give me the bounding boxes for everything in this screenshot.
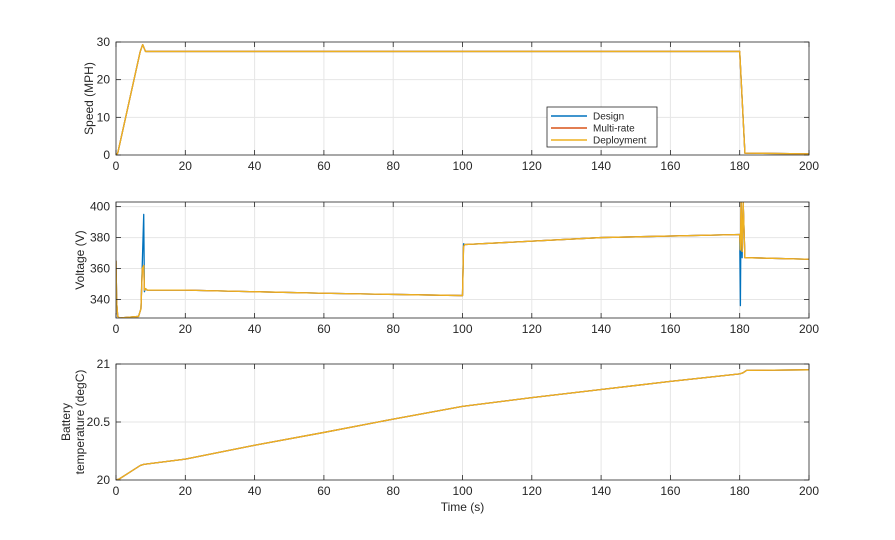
x-tick-label: 80 [387, 484, 401, 498]
x-tick-label: 0 [113, 484, 120, 498]
y-tick-label: 400 [90, 200, 110, 214]
x-tick-label: 40 [248, 159, 262, 173]
x-tick-label: 200 [799, 159, 819, 173]
x-tick-label: 60 [317, 159, 331, 173]
x-tick-label: 80 [387, 322, 401, 336]
plot-3: 0 20 40 60 80 100 120 140 160 180 2002020.521Batte… [59, 357, 819, 514]
x-tick-label: 200 [799, 484, 819, 498]
x-tick-label: 100 [452, 484, 472, 498]
x-tick-label: 180 [730, 322, 750, 336]
legend-entry: Deployment [593, 136, 647, 147]
x-tick-label: 160 [660, 159, 680, 173]
y-tick-label: 0 [103, 148, 110, 162]
x-tick-label: 100 [452, 159, 472, 173]
x-tick-label: 160 [660, 484, 680, 498]
y-tick-label: 21 [97, 357, 111, 371]
y-tick-label: 20 [97, 73, 111, 87]
x-tick-label: 80 [387, 159, 401, 173]
series-line-deployment [116, 43, 809, 155]
x-tick-label: 20 [179, 322, 193, 336]
y-tick-label: 380 [90, 231, 110, 245]
series-line-deployment [116, 202, 809, 318]
y-tick-label: 20.5 [87, 415, 111, 429]
x-tick-label: 20 [179, 484, 193, 498]
y-tick-label: 10 [97, 110, 111, 124]
y-axis-label: Battery [59, 403, 73, 441]
x-axis-label: Time (s) [441, 500, 485, 514]
y-tick-label: 340 [90, 292, 110, 306]
x-tick-label: 180 [730, 484, 750, 498]
x-tick-label: 120 [522, 484, 542, 498]
x-tick-label: 60 [317, 484, 331, 498]
x-tick-label: 140 [591, 159, 611, 173]
x-tick-label: 140 [591, 322, 611, 336]
x-tick-label: 40 [248, 322, 262, 336]
x-tick-label: 200 [799, 322, 819, 336]
series-line-deployment [116, 369, 809, 480]
x-tick-label: 20 [179, 159, 193, 173]
y-axis-label: Speed (MPH) [82, 62, 96, 135]
x-tick-label: 0 [113, 159, 120, 173]
legend-entry: Multi-rate [593, 124, 635, 135]
x-tick-label: 120 [522, 322, 542, 336]
y-tick-label: 360 [90, 262, 110, 276]
plot-2: 0 20 40 60 80 100 120 140 160 180 200 340 360 380 400 V… [73, 200, 819, 336]
legend-entry: Design [593, 112, 624, 123]
x-tick-label: 180 [730, 159, 750, 173]
x-tick-label: 100 [452, 322, 472, 336]
x-tick-label: 120 [522, 159, 542, 173]
plot-1: 0 20 40 60 80 100 120 140 160 180 200 0 10 20 30Speed … [82, 35, 819, 173]
x-tick-label: 160 [660, 322, 680, 336]
y-tick-label: 20 [97, 473, 111, 487]
x-tick-label: 140 [591, 484, 611, 498]
y-axis-label: Voltage (V) [73, 230, 87, 289]
x-tick-label: 0 [113, 322, 120, 336]
y-axis-label: temperature (degC) [73, 370, 87, 475]
y-tick-label: 30 [97, 35, 111, 49]
x-tick-label: 40 [248, 484, 262, 498]
x-tick-label: 60 [317, 322, 331, 336]
